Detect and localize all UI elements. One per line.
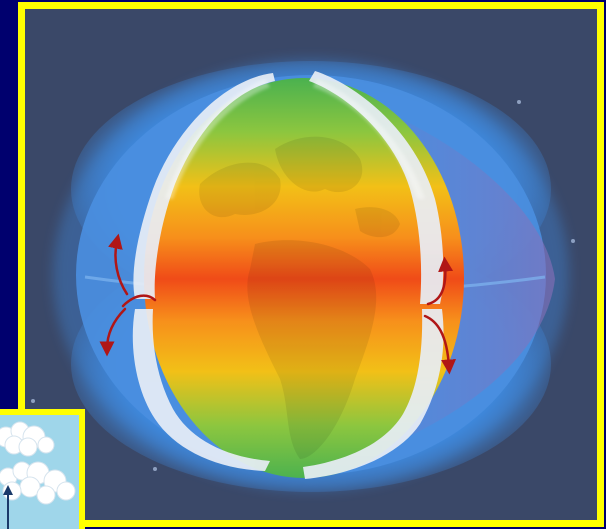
star-icon [153,467,157,471]
globe-diagram [31,59,575,492]
main-diagram-panel [18,2,604,527]
arrow-down-left-icon [99,307,127,357]
star-icon [31,399,35,403]
star-icon [571,239,575,243]
cell-highlights [165,79,425,199]
arrow-head-icon [3,485,13,495]
star-icon [517,100,521,104]
arrow-down-right-icon [423,314,457,375]
clouds-illustration [0,415,79,529]
cell-upper-left [133,73,275,299]
circulation-arrows [99,233,457,375]
cloud-icon [0,421,55,457]
continents [199,136,400,459]
arrow-curve-left-icon [121,294,157,308]
clouds-thumbnail [0,409,85,529]
cell-lower-right [303,309,444,479]
arrow-up-left-icon [108,233,129,296]
cell-lower-left [132,309,270,471]
arrow-up-right-icon [426,256,454,306]
